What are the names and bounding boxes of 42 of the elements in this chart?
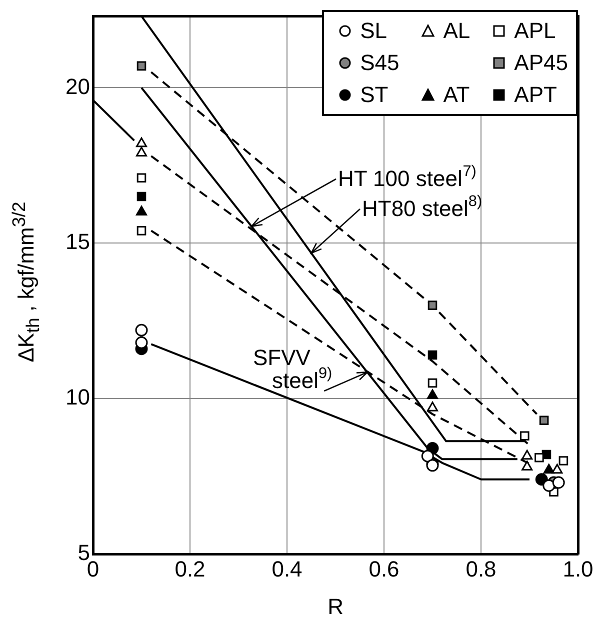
point — [552, 476, 565, 489]
x-axis-title: R — [328, 594, 344, 619]
x-tick-label: 0.6 — [368, 556, 400, 582]
point — [552, 464, 563, 474]
point — [136, 192, 146, 202]
point — [136, 173, 146, 182]
point — [136, 146, 148, 156]
legend-label: APL — [514, 18, 556, 44]
point — [428, 300, 438, 310]
point — [135, 336, 148, 349]
y-tick-label: 20 — [66, 74, 90, 99]
point — [135, 324, 148, 336]
y-tick-label: 10 — [66, 384, 90, 410]
x-tick-label: 0.8 — [466, 556, 496, 582]
legend-label: AP45 — [514, 50, 568, 76]
point — [136, 226, 146, 236]
point — [136, 61, 146, 71]
point — [542, 479, 556, 492]
point — [428, 350, 438, 360]
legend-label: S45 — [360, 50, 400, 76]
legend-label: AL — [443, 18, 470, 44]
x-tick-label: 1.0 — [562, 556, 594, 582]
point — [426, 402, 438, 412]
point — [136, 206, 148, 216]
point — [539, 416, 549, 425]
point — [522, 450, 533, 460]
point — [558, 456, 568, 466]
point — [426, 389, 438, 399]
point — [136, 137, 148, 148]
legend-label: APT — [514, 82, 557, 108]
point — [534, 452, 544, 462]
legend-label: ST — [360, 82, 388, 108]
legend-label: AT — [443, 82, 470, 108]
point — [522, 460, 533, 470]
legend-label: SL — [360, 18, 388, 44]
point — [543, 464, 554, 474]
point — [520, 431, 530, 441]
x-tick-label: 0.4 — [272, 556, 302, 582]
y-tick-label: 15 — [66, 229, 90, 254]
point — [428, 378, 438, 388]
point — [421, 450, 434, 462]
x-tick-label: 0.2 — [174, 556, 206, 582]
